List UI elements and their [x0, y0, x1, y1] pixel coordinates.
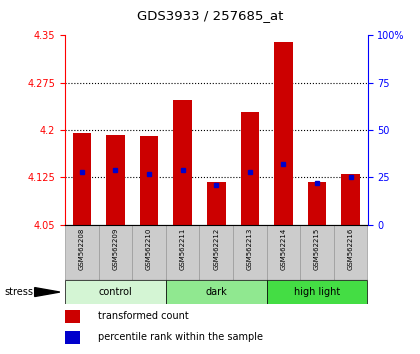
- Bar: [207, 182, 226, 225]
- Text: GSM562210: GSM562210: [146, 228, 152, 270]
- Bar: [341, 174, 360, 225]
- Text: dark: dark: [205, 287, 227, 297]
- Text: GSM562213: GSM562213: [247, 228, 253, 270]
- Text: GSM562214: GSM562214: [281, 228, 286, 270]
- Text: GSM562215: GSM562215: [314, 228, 320, 270]
- Bar: [267, 225, 300, 280]
- Bar: [140, 136, 158, 225]
- Bar: [65, 310, 80, 323]
- Bar: [274, 42, 293, 225]
- Bar: [73, 133, 91, 225]
- Text: GSM562209: GSM562209: [113, 228, 118, 270]
- Text: GSM562216: GSM562216: [348, 228, 354, 270]
- Bar: [65, 280, 166, 304]
- Bar: [166, 225, 200, 280]
- Bar: [267, 280, 368, 304]
- Bar: [334, 225, 368, 280]
- Text: percentile rank within the sample: percentile rank within the sample: [98, 332, 263, 342]
- Text: GSM562211: GSM562211: [180, 228, 186, 270]
- Text: GSM562212: GSM562212: [213, 228, 219, 270]
- Bar: [233, 225, 267, 280]
- Text: control: control: [99, 287, 132, 297]
- Bar: [65, 331, 80, 343]
- Bar: [241, 113, 259, 225]
- Text: transformed count: transformed count: [98, 312, 189, 321]
- Bar: [106, 135, 125, 225]
- Text: GSM562208: GSM562208: [79, 228, 85, 270]
- Text: GDS3933 / 257685_at: GDS3933 / 257685_at: [137, 9, 283, 22]
- Bar: [173, 100, 192, 225]
- Bar: [200, 225, 233, 280]
- Text: stress: stress: [4, 287, 33, 297]
- Bar: [132, 225, 166, 280]
- Polygon shape: [34, 287, 60, 297]
- Bar: [65, 225, 99, 280]
- Bar: [308, 182, 326, 225]
- Bar: [300, 225, 334, 280]
- Text: high light: high light: [294, 287, 340, 297]
- Bar: [166, 280, 267, 304]
- Bar: [99, 225, 132, 280]
